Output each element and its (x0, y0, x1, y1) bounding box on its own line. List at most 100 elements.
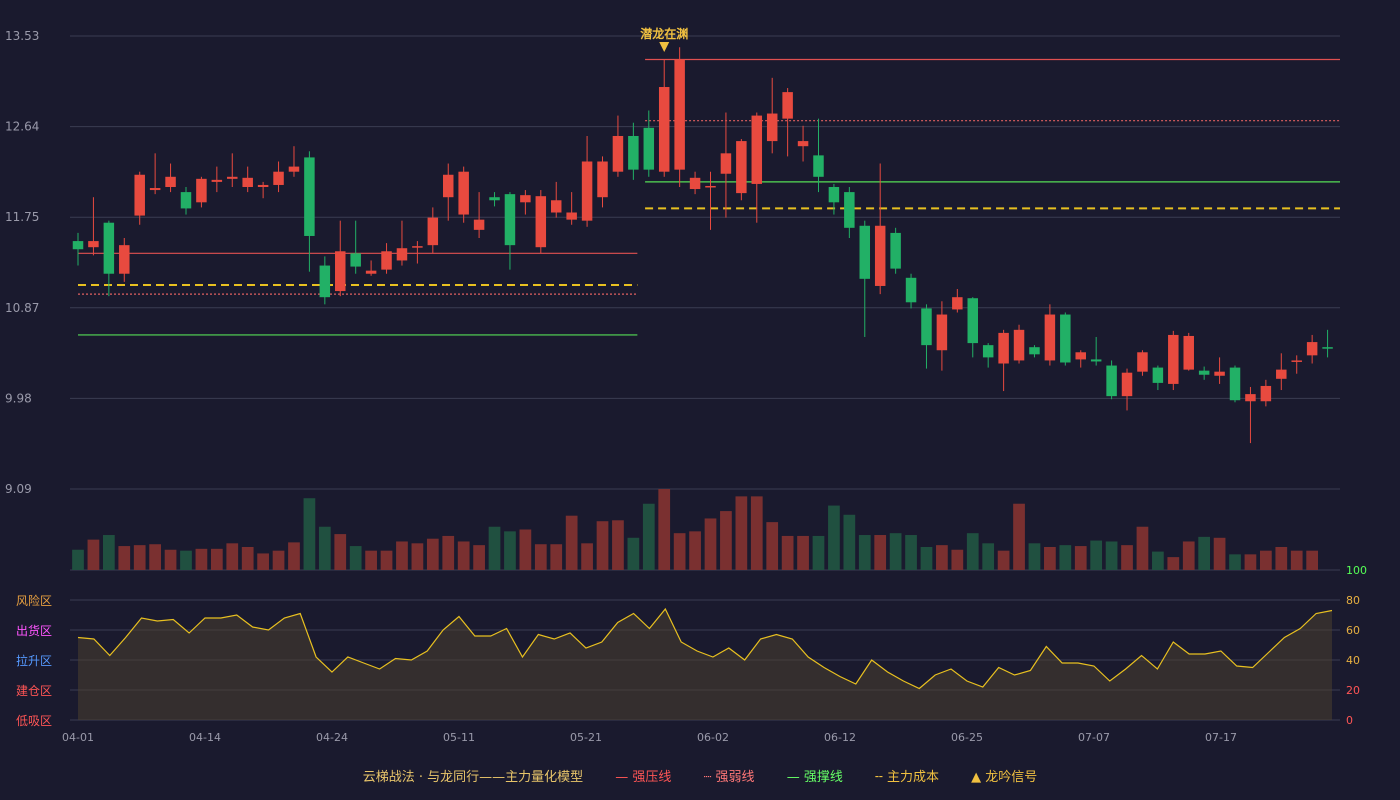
zone-label: 建仓区 (15, 684, 52, 698)
volume-bar (1121, 545, 1133, 570)
volume-bar (226, 543, 239, 570)
candle-body (1090, 359, 1102, 362)
candle-body (319, 265, 331, 298)
triangle-icon: ▲ (971, 770, 982, 785)
x-tick-label: 07-07 (1078, 731, 1110, 744)
legend-item-strong[interactable]: — 强撑线 (787, 766, 843, 785)
volume-bar (1182, 541, 1195, 570)
volume-bar (180, 550, 192, 570)
volume-bar (102, 535, 115, 570)
volume-bar (257, 553, 269, 570)
volume-bar (735, 496, 748, 570)
volume-bar (1044, 546, 1056, 570)
candle-body (921, 308, 932, 346)
candle-body (211, 179, 223, 182)
volume-bar (534, 544, 547, 570)
oscillator-tick-label: 80 (1346, 594, 1360, 607)
candle-body (1060, 314, 1071, 363)
volume-bar (195, 548, 208, 570)
price-tick-label: 10.87 (5, 301, 39, 315)
volume-bar (457, 541, 470, 570)
candle-body (242, 177, 253, 187)
volume-bar (164, 549, 177, 570)
solid-line-icon: — (615, 770, 629, 785)
oscillator-tick-label: 20 (1346, 684, 1360, 697)
x-tick-label: 04-24 (316, 731, 348, 744)
chart-legend: 云梯战法 · 与龙同行——主力量化模型 — 强压线 ┈ 强弱线 — 强撑线 ╌ … (0, 766, 1400, 785)
candle-body (381, 251, 392, 270)
volume-bar (612, 520, 624, 570)
price-tick-label: 9.98 (5, 391, 32, 405)
candle-body (304, 157, 315, 236)
volume-bar (658, 489, 671, 570)
price-tick-label: 9.09 (5, 482, 32, 496)
legend-item-pressure[interactable]: — 强压线 (615, 766, 671, 785)
volume-bar (1090, 540, 1103, 570)
dotted-line-icon: ┈ (703, 770, 712, 785)
oscillator-tick-label: 0 (1346, 714, 1353, 727)
candle-body (782, 92, 793, 119)
volume-bar (766, 522, 779, 570)
legend-label-signal: 龙吟信号 (985, 770, 1038, 785)
signal-label: 潜龙在渊 (640, 26, 688, 41)
zone-label: 风险区 (15, 594, 52, 608)
volume-bar (997, 550, 1010, 570)
volume-bar (951, 549, 964, 570)
volume-bar (426, 538, 439, 570)
candle-body (766, 113, 778, 142)
candle-body (705, 185, 716, 188)
legend-label-cost: 主力成本 (886, 770, 939, 785)
legend-item-signal[interactable]: ▲ 龙吟信号 (971, 766, 1037, 785)
volume-bar (843, 514, 856, 570)
volume-bar (504, 531, 516, 570)
legend-item-weak[interactable]: ┈ 强弱线 (704, 766, 755, 785)
candle-body (365, 270, 377, 274)
volume-bar (874, 535, 887, 570)
volume-bar (596, 521, 609, 570)
volume-bar (858, 535, 871, 570)
candle-body (581, 161, 593, 221)
volume-bar (920, 546, 933, 570)
candle-body (1214, 371, 1225, 376)
candle-body (88, 241, 99, 248)
candle-body (149, 188, 161, 191)
volume-bar (87, 539, 100, 570)
volume-bar (1152, 551, 1164, 570)
price-tick-label: 12.64 (5, 120, 39, 134)
oscillator-line (77, 607, 1333, 690)
volume-bar (473, 545, 485, 570)
candle-body (103, 222, 115, 274)
volume-bar (519, 529, 532, 570)
solid-line-icon: — (786, 770, 800, 785)
volume-bar (673, 533, 686, 570)
x-tick-label: 06-12 (824, 731, 856, 744)
candle-body (1121, 372, 1133, 397)
candle-body (458, 171, 469, 215)
volume-bar (966, 533, 979, 570)
volume-bar (318, 526, 331, 570)
candle-body (1291, 360, 1302, 362)
volume-bar (411, 543, 424, 570)
volume-bar (689, 531, 701, 570)
volume-bar (828, 505, 840, 570)
candle-body (72, 241, 84, 250)
candle-body (504, 194, 516, 246)
volume-bar (1167, 557, 1180, 570)
candle-body (1198, 370, 1210, 375)
volume-bar (1244, 554, 1257, 570)
volume-bar (704, 518, 717, 570)
legend-item-cost[interactable]: ╌ 主力成本 (875, 766, 939, 785)
candle-body (813, 155, 824, 177)
volume-bar (982, 543, 995, 570)
volume-bar (1198, 536, 1211, 570)
price-tick-label: 13.53 (5, 29, 39, 43)
volume-bar (1213, 537, 1226, 570)
oscillator-tick-label: 60 (1346, 624, 1360, 637)
candle-body (674, 59, 685, 170)
candle-body (1137, 352, 1148, 372)
volume-bar (550, 544, 563, 570)
volume-bar (149, 544, 161, 570)
volume-bar (1013, 503, 1025, 570)
candle-body (1306, 342, 1318, 356)
